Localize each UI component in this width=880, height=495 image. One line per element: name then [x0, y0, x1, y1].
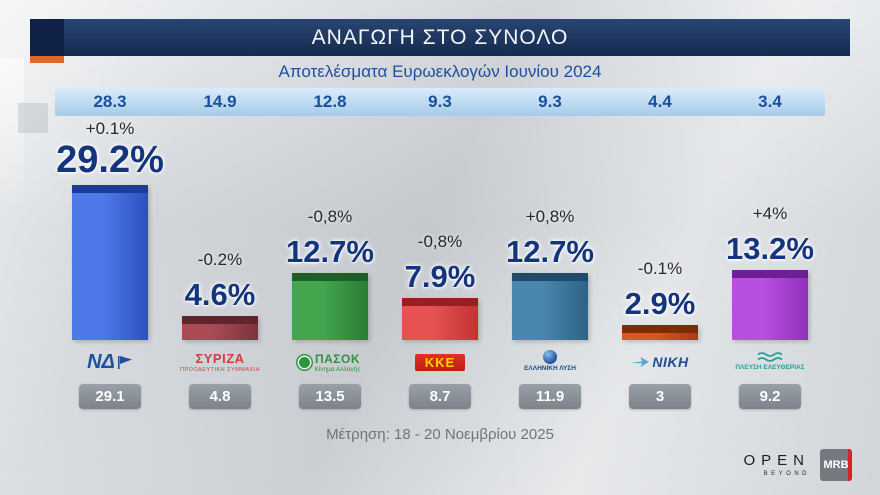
projection-label: 2.9%: [624, 285, 696, 321]
header-accent-navy: [30, 19, 64, 56]
bar-cap: [402, 298, 478, 307]
projection-label: 13.2%: [726, 231, 814, 267]
raw-value-syriza: 4.8: [189, 384, 251, 409]
projection-label: 4.6%: [184, 276, 256, 312]
hellenic-solution-emblem-icon: [543, 350, 557, 365]
plefsi-logo-text: ΠΛΕΥΣΗ ΕΛΕΥΘΕΡΙΑΣ: [735, 364, 805, 372]
mrb-red-accent: [848, 449, 852, 481]
raw-value-nd: 29.1: [79, 384, 141, 409]
bar-nd: [72, 185, 148, 340]
party-logo-plefsi: ΠΛΕΥΣΗ ΕΛΕΥΘΕΡΙΑΣ: [715, 342, 825, 382]
nd-flag-icon: [117, 355, 132, 369]
change-label: -0,8%: [307, 206, 353, 226]
bar-chart: +0.1% 29.2% -0.2% 4.6% -0,8% 12.7% -0,8%…: [55, 119, 825, 340]
pasok-logo-subtext: Κίνημα Αλλαγής: [314, 365, 361, 373]
change-label: +4%: [752, 204, 788, 224]
elliniki-lysi-logo-text: ΕΛΛΗΝΙΚΗ ΛΥΣΗ: [524, 365, 576, 373]
syriza-logo-text: ΣΥΡΙΖΑ: [195, 351, 245, 366]
chart-subtitle: Αποτελέσματα Ευρωεκλογών Ιουνίου 2024: [278, 62, 602, 81]
euro2024-value-pasok: 12.8: [313, 92, 347, 111]
bar-cap: [732, 270, 808, 279]
open-logo-tagline: BEYOND: [763, 471, 810, 477]
projection-label: 12.7%: [286, 233, 374, 269]
raw-value-kke: 8.7: [409, 384, 471, 409]
background-highlight: [0, 58, 24, 208]
header-accent-orange: [30, 56, 64, 63]
mrb-logo-text: MRB: [823, 459, 849, 471]
party-logo-nd: ΝΔ: [55, 342, 165, 382]
euro2024-value-elliniki-lysi: 9.3: [538, 92, 562, 111]
background-decoration: [18, 103, 48, 133]
kke-logo-text: ΚΚΕ: [424, 354, 456, 370]
bar-pasok: [292, 272, 368, 340]
euro2024-results-band: 28.3 14.9 12.8 9.3 9.3 4.4 3.4: [55, 88, 825, 116]
party-column-nd: +0.1% 29.2%: [55, 119, 165, 340]
nd-logo-text: ΝΔ: [87, 350, 115, 373]
change-label: -0.2%: [197, 249, 243, 269]
projection-label: 7.9%: [404, 259, 476, 295]
euro2024-value-niki: 4.4: [648, 92, 672, 111]
raw-value-elliniki-lysi: 11.9: [519, 384, 581, 409]
bar-cap: [512, 272, 588, 281]
syriza-logo-subtext: ΠΡΟΟΔΕΥΤΙΚΗ ΣΥΜΜΑΧΙΑ: [180, 367, 260, 373]
page-title: ΑΝΑΓΩΓΗ ΣΤΟ ΣΥΝΟΛΟ: [311, 25, 569, 49]
party-column-elliniki-lysi: +0,8% 12.7%: [495, 120, 605, 340]
header-bar: ΑΝΑΓΩΓΗ ΣΤΟ ΣΥΝΟΛΟ: [30, 19, 850, 56]
party-column-kke: -0,8% 7.9%: [385, 120, 495, 340]
raw-values-row: 29.1 4.8 13.5 8.7 11.9 3 9.2: [55, 384, 825, 410]
pasok-sun-icon: [299, 356, 311, 368]
party-column-syriza: -0.2% 4.6%: [165, 120, 275, 340]
open-channel-logo: OPEN BEYOND: [743, 452, 810, 477]
party-logo-elliniki-lysi: ΕΛΛΗΝΙΚΗ ΛΥΣΗ: [495, 342, 605, 382]
raw-value-niki: 3: [629, 384, 691, 409]
kke-logo-box: ΚΚΕ: [414, 353, 466, 371]
party-logo-niki: ΝΙΚΗ: [605, 342, 715, 382]
party-column-niki: -0.1% 2.9%: [605, 120, 715, 340]
change-label: +0,8%: [525, 206, 575, 226]
change-label: -0.1%: [637, 258, 683, 278]
mrb-pollster-logo: MRB: [820, 449, 852, 481]
bar-cap: [292, 272, 368, 281]
bar-plefsi: [732, 270, 808, 340]
raw-value-pasok: 13.5: [299, 384, 361, 409]
niki-arrow-icon: [631, 357, 650, 367]
bar-kke: [402, 298, 478, 340]
measurement-note: Μέτρηση: 18 - 20 Νοεμβρίου 2025: [326, 426, 554, 443]
euro2024-value-nd: 28.3: [93, 92, 127, 111]
party-logo-pasok: ΠΑΣΟΚ Κίνημα Αλλαγής: [275, 342, 385, 382]
open-logo-text: OPEN: [743, 452, 810, 469]
bar-niki: [622, 324, 698, 340]
projection-label: 12.7%: [506, 233, 594, 269]
change-label: -0,8%: [417, 232, 463, 252]
bar-elliniki-lysi: [512, 272, 588, 340]
pasok-logo-text: ΠΑΣΟΚ: [314, 351, 361, 366]
bar-syriza: [182, 315, 258, 340]
euro2024-value-plefsi: 3.4: [758, 92, 782, 111]
party-column-pasok: -0,8% 12.7%: [275, 120, 385, 340]
niki-logo-text: ΝΙΚΗ: [652, 354, 689, 370]
euro2024-value-syriza: 14.9: [203, 92, 237, 111]
bar-cap: [182, 315, 258, 324]
raw-value-plefsi: 9.2: [739, 384, 801, 409]
bar-cap: [72, 185, 148, 194]
party-logo-syriza: ΣΥΡΙΖΑ ΠΡΟΟΔΕΥΤΙΚΗ ΣΥΜΜΑΧΙΑ: [165, 342, 275, 382]
change-label: +0.1%: [85, 119, 135, 139]
party-logos-row: ΝΔ ΣΥΡΙΖΑ ΠΡΟΟΔΕΥΤΙΚΗ ΣΥΜΜΑΧΙΑ ΠΑΣΟΚ Κίν…: [55, 342, 825, 382]
plefsi-waves-icon: [757, 352, 783, 363]
party-logo-kke: ΚΚΕ: [385, 342, 495, 382]
bar-cap: [622, 324, 698, 333]
euro2024-value-kke: 9.3: [428, 92, 452, 111]
party-column-plefsi: +4% 13.2%: [715, 120, 825, 340]
projection-label: 29.2%: [56, 139, 164, 182]
